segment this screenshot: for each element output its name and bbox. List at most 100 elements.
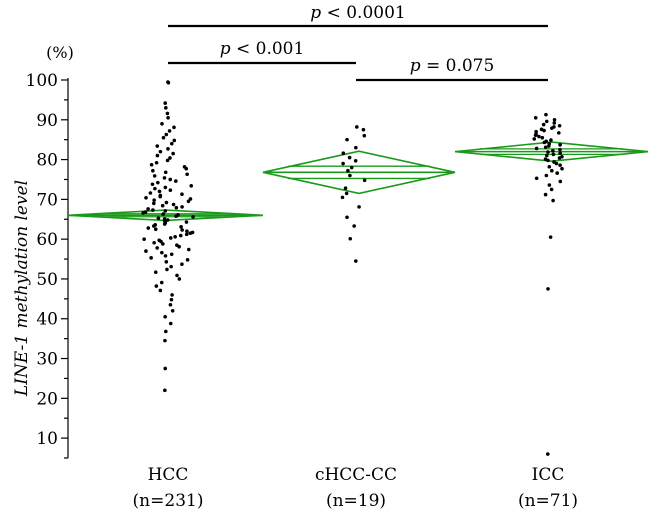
data-point-chcc-cc bbox=[349, 165, 354, 170]
data-point-hcc bbox=[158, 288, 163, 293]
data-point-icc bbox=[548, 235, 553, 239]
data-point-hcc bbox=[169, 141, 174, 146]
data-point-hcc bbox=[146, 226, 151, 230]
data-point-hcc bbox=[166, 80, 171, 85]
data-point-hcc bbox=[162, 176, 167, 180]
y-tick-label: 40 bbox=[36, 310, 58, 330]
data-point-hcc bbox=[154, 160, 159, 165]
data-point-hcc bbox=[185, 229, 189, 233]
data-point-hcc bbox=[162, 222, 167, 226]
data-point-icc bbox=[558, 147, 562, 152]
comparison-p-value: p < 0.0001 bbox=[310, 3, 405, 23]
data-point-icc bbox=[549, 138, 553, 142]
data-point-icc bbox=[557, 131, 561, 135]
data-point-hcc bbox=[149, 256, 153, 260]
data-point-hcc bbox=[174, 179, 178, 183]
y-tick-label: 90 bbox=[36, 111, 58, 131]
y-tick-label: 60 bbox=[36, 230, 58, 250]
data-point-hcc bbox=[164, 132, 169, 137]
data-point-hcc bbox=[156, 216, 161, 220]
data-point-icc bbox=[558, 143, 562, 147]
data-point-hcc bbox=[168, 156, 172, 160]
data-point-hcc bbox=[180, 192, 184, 196]
data-point-chcc-cc bbox=[354, 145, 358, 150]
data-point-hcc bbox=[154, 284, 159, 288]
data-point-icc bbox=[552, 117, 557, 122]
data-point-icc bbox=[541, 122, 546, 127]
data-points bbox=[141, 80, 564, 456]
data-point-hcc bbox=[152, 198, 156, 202]
data-point-icc bbox=[544, 173, 549, 178]
data-point-chcc-cc bbox=[357, 205, 361, 209]
data-point-icc bbox=[558, 179, 563, 184]
data-point-hcc bbox=[163, 338, 167, 343]
y-axis: 10 20 30 40 50 60 70 80 90 100 bbox=[26, 71, 69, 459]
data-point-hcc bbox=[180, 228, 184, 232]
data-point-icc bbox=[534, 176, 539, 181]
data-point-hcc bbox=[164, 200, 169, 205]
data-point-hcc bbox=[189, 184, 194, 188]
data-point-icc bbox=[533, 116, 538, 120]
data-point-hcc bbox=[184, 166, 189, 171]
data-point-chcc-cc bbox=[354, 125, 359, 129]
data-point-hcc bbox=[186, 247, 191, 252]
data-point-icc bbox=[554, 161, 559, 166]
data-point-icc bbox=[542, 140, 547, 145]
data-point-hcc bbox=[158, 149, 163, 154]
data-point-hcc bbox=[180, 262, 184, 267]
data-point-hcc bbox=[184, 220, 189, 224]
data-point-chcc-cc bbox=[352, 224, 356, 228]
mean-diamonds bbox=[67, 141, 649, 222]
data-point-chcc-cc bbox=[343, 186, 348, 191]
data-point-icc bbox=[543, 145, 548, 150]
data-point-icc bbox=[544, 112, 548, 117]
data-point-icc bbox=[551, 149, 555, 153]
data-point-hcc bbox=[186, 199, 191, 204]
data-point-hcc bbox=[191, 215, 195, 219]
data-point-chcc-cc bbox=[345, 215, 349, 220]
category-n-hcc: (n=231) bbox=[133, 491, 204, 511]
comparison-p-value: p < 0.001 bbox=[220, 39, 305, 59]
data-point-chcc-cc bbox=[341, 161, 345, 166]
data-point-icc bbox=[560, 166, 564, 171]
data-point-hcc bbox=[163, 209, 168, 213]
category-label-hcc: HCC bbox=[148, 465, 189, 485]
y-tick-label: 80 bbox=[36, 151, 58, 171]
data-point-chcc-cc bbox=[354, 259, 358, 263]
data-point-hcc bbox=[153, 270, 158, 274]
data-point-hcc bbox=[165, 111, 170, 116]
data-point-hcc bbox=[163, 170, 168, 175]
data-point-hcc bbox=[146, 207, 150, 211]
data-point-hcc bbox=[156, 180, 160, 185]
data-point-hcc bbox=[166, 116, 170, 120]
data-point-icc bbox=[552, 121, 557, 125]
y-tick-label: 50 bbox=[36, 270, 58, 290]
data-point-hcc bbox=[161, 135, 166, 140]
data-point-chcc-cc bbox=[362, 133, 367, 138]
data-point-hcc bbox=[169, 264, 173, 269]
data-point-icc bbox=[558, 151, 562, 156]
data-point-hcc bbox=[168, 303, 173, 307]
data-point-chcc-cc bbox=[347, 155, 352, 160]
y-tick-label: 30 bbox=[36, 350, 58, 370]
data-point-hcc bbox=[152, 201, 156, 206]
category-label-icc: ICC bbox=[532, 465, 565, 485]
data-point-icc bbox=[537, 134, 541, 139]
data-point-chcc-cc bbox=[341, 151, 346, 156]
data-point-hcc bbox=[159, 280, 164, 285]
data-point-hcc bbox=[180, 205, 184, 209]
data-point-hcc bbox=[161, 242, 165, 246]
data-point-hcc bbox=[152, 174, 157, 178]
data-point-hcc bbox=[170, 308, 175, 313]
data-point-hcc bbox=[163, 366, 168, 371]
data-point-hcc bbox=[165, 267, 169, 272]
data-point-hcc bbox=[161, 212, 165, 216]
data-point-hcc bbox=[188, 197, 193, 201]
data-point-icc bbox=[534, 146, 539, 151]
data-point-chcc-cc bbox=[348, 173, 352, 178]
data-point-hcc bbox=[169, 252, 174, 257]
data-point-icc bbox=[551, 198, 555, 203]
data-point-hcc bbox=[168, 321, 173, 326]
